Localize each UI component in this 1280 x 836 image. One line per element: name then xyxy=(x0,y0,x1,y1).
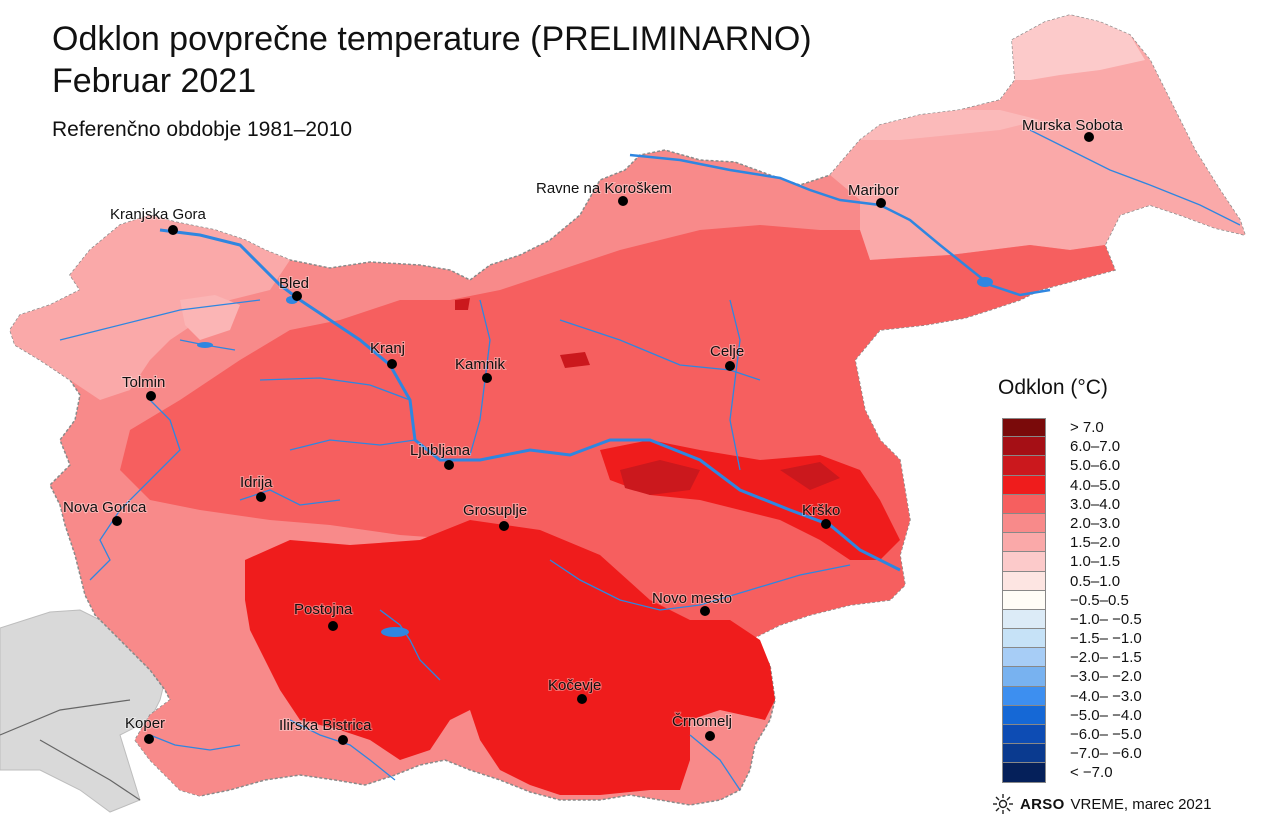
city-label-nova-gorica: Nova Gorica xyxy=(63,499,147,516)
footer-date: , marec 2021 xyxy=(1123,795,1212,813)
region-dark-spots xyxy=(455,298,840,495)
legend-swatch xyxy=(1002,437,1046,457)
city-label-kranjska-gora: Kranjska Gora xyxy=(110,206,207,223)
city-label-koper: Koper xyxy=(125,715,165,732)
legend-swatch xyxy=(1002,648,1046,668)
city-label-krsko: Krško xyxy=(802,502,840,519)
legend-label: 1.5–2.0 xyxy=(1070,534,1121,552)
city-ravne: Ravne na Koroškem xyxy=(535,179,673,206)
city-grosuplje: Grosuplje xyxy=(462,501,528,531)
legend-label: 1.0–1.5 xyxy=(1070,553,1121,571)
legend-label: −0.5–0.5 xyxy=(1070,591,1129,609)
city-label-ljubljana: Ljubljana xyxy=(410,442,471,459)
footer-credit: ARSO VREME , marec 2021 xyxy=(992,793,1211,815)
legend-swatch xyxy=(1002,705,1046,725)
region-coast xyxy=(135,690,260,796)
city-label-idrija: Idrija xyxy=(240,474,273,491)
map-subtitle: Referenčno obdobje 1981–2010 xyxy=(52,118,353,141)
legend-label: > 7.0 xyxy=(1070,419,1104,436)
legend-swatch xyxy=(1002,590,1046,610)
region-light xyxy=(830,15,1245,260)
legend-swatch xyxy=(1002,629,1046,649)
legend-label: −7.0– −6.0 xyxy=(1070,745,1142,763)
city-krsko: Krško xyxy=(801,501,841,529)
neighbor-area xyxy=(0,609,166,813)
arso-logo-icon xyxy=(993,794,1013,814)
legend-label: −5.0– −4.0 xyxy=(1070,706,1142,724)
city-kranjska-gora: Kranjska Gora xyxy=(109,205,208,235)
legend-swatch xyxy=(1002,418,1046,438)
footer-brand: ARSO xyxy=(1020,795,1065,813)
city-label-celje: Celje xyxy=(710,343,744,360)
city-label-postojna: Postojna xyxy=(294,601,353,618)
legend-swatch xyxy=(1002,725,1046,745)
legend-label: 4.0–5.0 xyxy=(1070,476,1121,494)
city-label-kocevje: Kočevje xyxy=(548,677,601,694)
city-ilirska-bistrica: Ilirska Bistrica xyxy=(278,716,373,745)
city-ljubljana: Ljubljana xyxy=(409,441,472,470)
city-label-maribor: Maribor xyxy=(848,182,899,199)
legend-swatch xyxy=(1002,456,1046,476)
footer-service: VREME xyxy=(1070,795,1124,813)
legend-label: −1.0– −0.5 xyxy=(1070,610,1142,628)
legend-label: < −7.0 xyxy=(1070,764,1113,782)
legend-label: 3.0–4.0 xyxy=(1070,495,1121,513)
city-postojna: Postojna xyxy=(293,600,354,631)
region-lighter xyxy=(1012,15,1145,80)
legend-swatch xyxy=(1002,667,1046,687)
city-crnomelj: Črnomelj xyxy=(671,712,733,741)
legend-title: Odklon (°C) xyxy=(998,376,1108,399)
city-label-tolmin: Tolmin xyxy=(122,374,165,391)
city-bled: Bled xyxy=(278,274,310,301)
city-nova-gorica: Nova Gorica xyxy=(62,498,148,526)
region-alps-2 xyxy=(180,295,240,340)
legend-label: −1.5– −1.0 xyxy=(1070,630,1142,648)
legend-label: 2.0–3.0 xyxy=(1070,514,1121,532)
legend-label: −6.0– −5.0 xyxy=(1070,726,1142,743)
border-line xyxy=(0,699,141,801)
region-light-north xyxy=(860,110,1040,140)
legend-swatch xyxy=(1002,475,1046,495)
legend-swatch xyxy=(1002,609,1046,630)
city-label-murska-sobota: Murska Sobota xyxy=(1022,117,1124,134)
legend-swatch xyxy=(1002,763,1046,783)
city-label-kamnik: Kamnik xyxy=(455,356,506,373)
legend-swatch xyxy=(1002,513,1046,534)
region-alps xyxy=(10,215,290,400)
city-maribor: Maribor xyxy=(847,181,900,208)
city-novo-mesto: Novo mesto xyxy=(651,589,733,616)
city-label-crnomelj: Črnomelj xyxy=(672,713,732,730)
map-title-line-2: Februar 2021 xyxy=(52,62,257,100)
city-idrija: Idrija xyxy=(239,473,274,502)
legend-label: 0.5–1.0 xyxy=(1070,572,1121,590)
city-label-bled: Bled xyxy=(279,275,309,292)
city-label-ilirska-bistrica: Ilirska Bistrica xyxy=(279,717,372,734)
city-label-grosuplje: Grosuplje xyxy=(463,502,527,519)
city-koper: Koper xyxy=(124,714,166,744)
legend-label: 6.0–7.0 xyxy=(1070,438,1121,456)
legend-swatch xyxy=(1002,494,1046,514)
legend-label: −2.0– −1.5 xyxy=(1070,649,1142,667)
legend-swatch xyxy=(1002,744,1046,764)
legend-swatch xyxy=(1002,686,1046,706)
city-label-kranj: Kranj xyxy=(370,340,405,357)
city-label-novo-mesto: Novo mesto xyxy=(652,590,732,607)
city-kamnik: Kamnik xyxy=(454,355,507,383)
map-title-line-1: Odklon povprečne temperature (PRELIMINAR… xyxy=(52,20,812,58)
legend-label: 5.0–6.0 xyxy=(1070,457,1121,475)
city-celje: Celje xyxy=(709,342,745,371)
legend-swatch xyxy=(1002,552,1046,572)
city-tolmin: Tolmin xyxy=(121,373,166,401)
city-label-ravne: Ravne na Koroškem xyxy=(536,180,672,197)
city-murska-sobota: Murska Sobota xyxy=(1021,116,1125,142)
legend-label: −4.0– −3.0 xyxy=(1070,687,1142,705)
city-kranj: Kranj xyxy=(369,339,406,369)
city-kocevje: Kočevje xyxy=(547,676,602,704)
legend-swatch xyxy=(1002,533,1046,553)
legend-label: −3.0– −2.0 xyxy=(1070,668,1142,686)
region-south xyxy=(245,520,775,795)
legend-swatch xyxy=(1002,571,1046,591)
